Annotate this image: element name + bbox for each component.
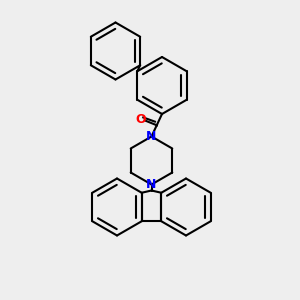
Text: N: N <box>146 130 157 143</box>
Text: N: N <box>146 178 157 191</box>
Text: O: O <box>135 113 146 126</box>
